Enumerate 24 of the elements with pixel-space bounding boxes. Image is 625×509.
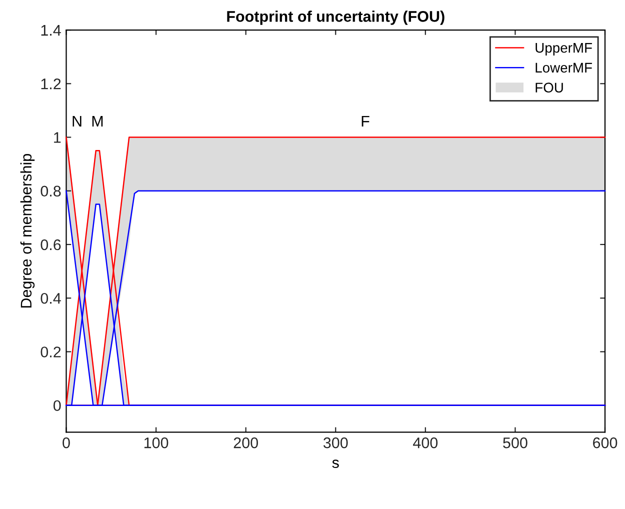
x-tick-label: 100 xyxy=(144,437,168,448)
legend-label: LowerMF xyxy=(536,62,592,73)
y-tick-label: 0.6 xyxy=(40,239,61,250)
annotation: M xyxy=(92,116,103,126)
x-tick-label: 400 xyxy=(413,437,438,448)
annotation: N xyxy=(72,116,82,126)
y-axis-title: Degree of membership xyxy=(20,154,35,308)
chart-title: Footprint of uncertainty (FOU) xyxy=(227,10,444,25)
legend-label: UpperMF xyxy=(536,43,592,56)
annotation: F xyxy=(362,116,370,126)
x-tick-label: 200 xyxy=(234,437,258,448)
x-tick-label: 0 xyxy=(62,437,70,448)
y-tick-label: 0.8 xyxy=(40,186,61,197)
x-tick-label: 500 xyxy=(503,437,528,448)
y-tick-label: 1.4 xyxy=(41,25,61,36)
x-axis-title: s xyxy=(332,460,339,468)
y-tick-label: 1 xyxy=(54,132,61,143)
x-tick-label: 600 xyxy=(593,437,618,448)
y-tick-label: 0.2 xyxy=(40,346,61,358)
y-tick-label: 0.4 xyxy=(40,292,61,304)
y-tick-label: 1.2 xyxy=(41,78,61,90)
x-tick-label: 300 xyxy=(323,437,348,448)
legend-label: FOU xyxy=(536,82,563,93)
y-tick-label: 0 xyxy=(53,400,61,412)
